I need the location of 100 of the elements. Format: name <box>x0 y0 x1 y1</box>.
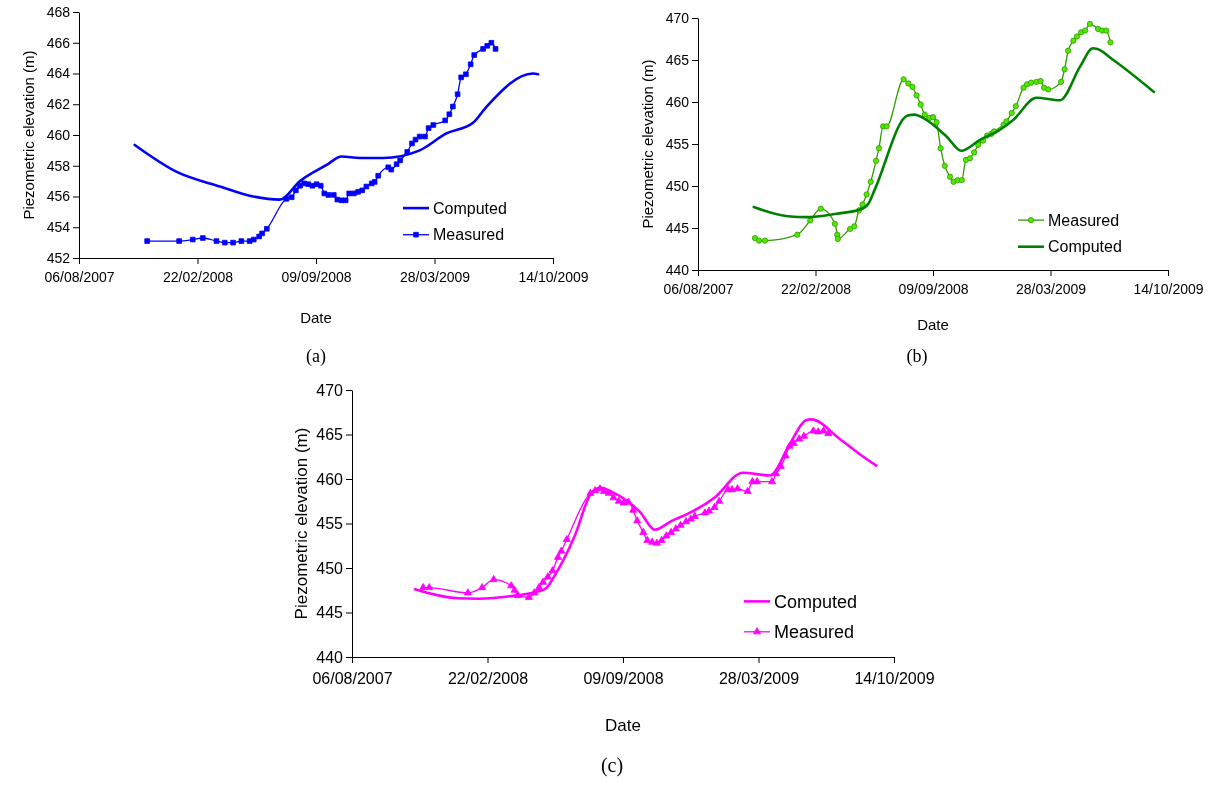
point <box>313 181 320 187</box>
point <box>657 535 666 543</box>
y-tick-label: 470 <box>665 9 690 26</box>
point <box>338 197 345 204</box>
point <box>507 581 516 589</box>
point <box>667 527 676 535</box>
point <box>309 182 316 189</box>
point <box>397 157 403 164</box>
point <box>458 74 464 81</box>
point <box>355 189 361 195</box>
point <box>375 173 381 179</box>
point <box>331 192 337 198</box>
y-tick-label: 460 <box>665 93 690 110</box>
point <box>539 577 548 585</box>
x-tick-label: 09/09/2008 <box>281 269 352 286</box>
point <box>671 524 680 532</box>
point <box>321 190 328 197</box>
y-tick-label: 440 <box>665 261 690 278</box>
point <box>425 583 434 591</box>
y-tick-label: 468 <box>46 3 71 20</box>
y-tick-label: 464 <box>46 65 71 82</box>
point <box>543 572 552 580</box>
point <box>305 181 312 187</box>
y-axis-title: Piezometric elevation (m) <box>292 427 311 620</box>
y-tick-label: 445 <box>316 604 344 622</box>
x-tick-label: 06/08/2007 <box>312 669 393 687</box>
x-tick-label: 09/09/2008 <box>583 669 664 687</box>
x-tick-label: 22/02/2008 <box>162 269 234 286</box>
point <box>222 239 228 246</box>
point <box>480 46 486 52</box>
point <box>586 488 595 496</box>
point <box>488 40 495 46</box>
point <box>467 61 474 68</box>
point <box>557 546 566 554</box>
point <box>419 583 428 591</box>
point <box>346 190 352 197</box>
point <box>450 103 456 110</box>
point <box>604 488 613 496</box>
point <box>705 506 714 514</box>
point <box>430 122 437 128</box>
y-tick-label: 460 <box>46 126 71 143</box>
point <box>251 236 257 243</box>
point <box>404 149 410 155</box>
point <box>190 236 196 243</box>
point <box>297 182 303 189</box>
x-tick-label: 06/08/2007 <box>44 269 115 286</box>
text: (a) <box>306 346 326 367</box>
x-axis-title: Date <box>300 309 332 326</box>
x-tick-label: 14/10/2009 <box>518 269 589 286</box>
point <box>819 426 828 434</box>
y-tick-label: 458 <box>46 157 71 174</box>
point <box>799 431 808 439</box>
point <box>388 166 394 173</box>
point <box>409 140 415 147</box>
point <box>463 588 472 596</box>
point <box>548 566 557 574</box>
legend-label: Measured <box>1048 211 1120 229</box>
point <box>259 230 265 237</box>
point <box>489 575 498 583</box>
point <box>662 531 671 539</box>
point <box>176 238 182 244</box>
point <box>676 520 685 528</box>
x-tick-label: 14/10/2009 <box>854 669 935 687</box>
y-tick-label: 466 <box>46 34 71 51</box>
x-tick-label: 22/02/2008 <box>447 669 529 687</box>
y-tick-label: 454 <box>46 219 71 236</box>
point <box>824 429 833 437</box>
point <box>144 238 150 244</box>
legend-label: Measured <box>433 226 505 244</box>
y-axis-title: Piezometric elevation (m) <box>639 59 656 229</box>
point <box>442 117 448 124</box>
point <box>283 196 290 202</box>
y-tick-label: 470 <box>316 381 344 399</box>
y-tick-label: 460 <box>316 470 344 488</box>
point <box>288 194 295 201</box>
point <box>293 187 299 194</box>
point <box>264 226 270 232</box>
point <box>422 133 428 140</box>
point <box>425 125 432 131</box>
legend-label: Computed <box>1048 238 1122 256</box>
x-tick-label: 06/08/2007 <box>663 281 734 298</box>
point <box>639 527 648 535</box>
x-axis-title: Date <box>605 716 641 735</box>
text: (b) <box>906 346 928 367</box>
point <box>484 43 490 49</box>
point <box>743 486 752 494</box>
point <box>478 583 487 591</box>
point <box>609 493 618 501</box>
legend-label: Computed <box>433 199 507 217</box>
point <box>710 502 719 510</box>
y-tick-label: 445 <box>665 219 690 236</box>
point <box>325 192 332 198</box>
x-tick-label: 09/09/2008 <box>898 281 969 298</box>
point <box>554 552 562 560</box>
x-tick-label: 28/03/2009 <box>399 269 471 286</box>
point <box>416 133 423 140</box>
y-tick-label: 462 <box>46 96 71 113</box>
y-tick-label: 440 <box>316 648 344 666</box>
y-tick-label: 456 <box>46 188 71 205</box>
point <box>715 496 724 504</box>
